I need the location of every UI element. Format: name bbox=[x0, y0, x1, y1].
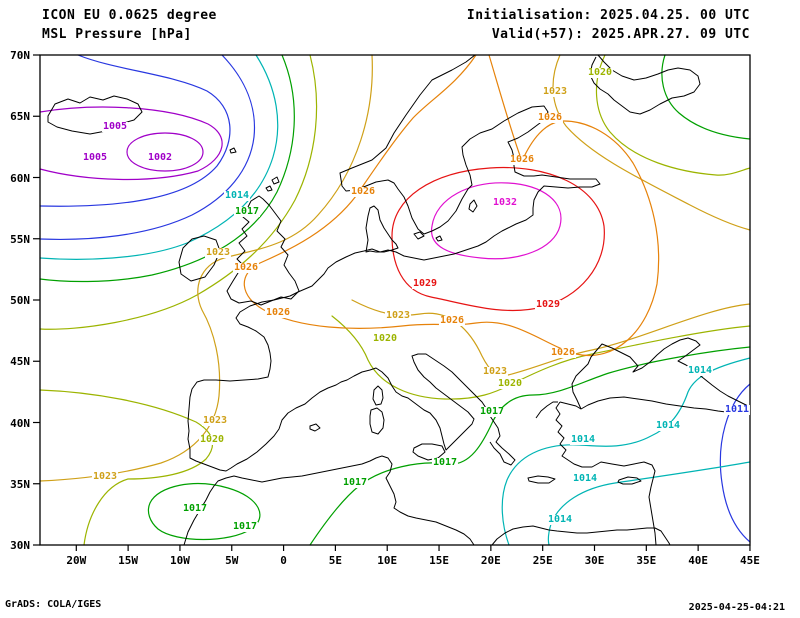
contour-label-1014: 1014 bbox=[654, 420, 682, 431]
contour-label-1023: 1023 bbox=[91, 471, 119, 482]
lon-tick-label: 25E bbox=[532, 554, 553, 567]
contour-label-1017: 1017 bbox=[231, 521, 259, 532]
contour-label-1005: 1005 bbox=[101, 121, 129, 132]
coast-north-africa-west bbox=[183, 455, 475, 546]
isobar-1023 bbox=[552, 54, 751, 231]
contour-label-1023: 1023 bbox=[481, 366, 509, 377]
isobar-1014 bbox=[501, 357, 751, 546]
lon-tick-label: 20E bbox=[480, 554, 501, 567]
isobar-1032 bbox=[431, 182, 562, 260]
contour-label-1014: 1014 bbox=[223, 190, 251, 201]
isobar-1020 bbox=[331, 315, 751, 400]
creation-timestamp: 2025-04-25-04:21 bbox=[688, 602, 785, 613]
contour-label-1023: 1023 bbox=[201, 415, 229, 426]
contour-label-1026: 1026 bbox=[232, 262, 260, 273]
isobar-1008 bbox=[39, 54, 231, 207]
lat-tick-label: 40N bbox=[10, 416, 30, 430]
lon-tick-label: 20W bbox=[66, 554, 87, 567]
contour-label-1023: 1023 bbox=[204, 247, 232, 258]
isobar-1017 bbox=[661, 54, 751, 140]
contour-label-1032: 1032 bbox=[491, 197, 519, 208]
contour-label-1020: 1020 bbox=[371, 333, 399, 344]
contour-label-1026: 1026 bbox=[438, 315, 466, 326]
lon-tick-label: 15W bbox=[118, 554, 139, 567]
isobar-lines bbox=[39, 54, 751, 546]
contour-label-1029: 1029 bbox=[534, 299, 562, 310]
contour-label-1020: 1020 bbox=[586, 67, 614, 78]
isobar-1002 bbox=[126, 132, 204, 172]
lon-tick-label: 5E bbox=[328, 554, 343, 567]
contour-label-1026: 1026 bbox=[536, 112, 564, 123]
isobar-1020 bbox=[595, 54, 751, 176]
contour-label-1005: 1005 bbox=[81, 152, 109, 163]
lon-tick-label: 15E bbox=[429, 554, 449, 567]
lat-tick-label: 30N bbox=[10, 539, 30, 552]
lat-tick-label: 65N bbox=[10, 110, 30, 124]
isobar-1020 bbox=[39, 389, 214, 546]
lon-tick-label: 5W bbox=[225, 554, 239, 567]
contour-label-1020: 1020 bbox=[198, 434, 226, 445]
lon-tick-label: 45E bbox=[740, 554, 760, 567]
lat-tick-label: 70N bbox=[10, 49, 30, 62]
contour-label-1026: 1026 bbox=[264, 307, 292, 318]
lat-tick-label: 45N bbox=[10, 355, 30, 369]
isobar-1023 bbox=[39, 54, 373, 482]
contour-label-1017: 1017 bbox=[478, 406, 506, 417]
contour-label-1023: 1023 bbox=[384, 310, 412, 321]
lat-tick-label: 55N bbox=[10, 232, 30, 246]
coast-kola-white-sea bbox=[589, 54, 701, 115]
coast-iceland bbox=[47, 95, 143, 135]
isobar-1020 bbox=[39, 54, 318, 330]
contour-label-1014: 1014 bbox=[571, 473, 599, 484]
coastlines bbox=[47, 54, 751, 546]
lon-tick-label: 10E bbox=[377, 554, 398, 567]
lon-tick-label: 30E bbox=[584, 554, 605, 567]
contour-label-1029: 1029 bbox=[411, 278, 439, 289]
contour-label-1011: 1011 bbox=[723, 404, 751, 415]
map-frame bbox=[39, 54, 751, 546]
coast-great-britain bbox=[226, 147, 300, 306]
coast-ireland bbox=[178, 235, 221, 282]
lon-tick-label: 10W bbox=[170, 554, 190, 567]
lon-tick-label: 0 bbox=[280, 554, 287, 567]
isobar-1029 bbox=[391, 166, 605, 312]
coast-north-africa-east bbox=[491, 525, 671, 546]
isobar-1005 bbox=[39, 106, 223, 181]
valid-time: Valid(+57): 2025.APR.27. 09 UTC bbox=[491, 27, 750, 42]
contour-label-1014: 1014 bbox=[686, 365, 714, 376]
coast-islands bbox=[309, 199, 642, 485]
contour-label-1026: 1026 bbox=[549, 347, 577, 358]
axis-ticks bbox=[33, 54, 751, 551]
coast-denmark bbox=[365, 205, 399, 253]
contour-label-1014: 1014 bbox=[546, 514, 574, 525]
coast-aegean-levant bbox=[535, 401, 657, 546]
coast-turkey-north bbox=[559, 396, 751, 415]
grads-credit: GrADS: COLA/IGES bbox=[5, 599, 102, 610]
lon-tick-label: 40E bbox=[688, 554, 709, 567]
contour-label-1017: 1017 bbox=[431, 457, 459, 468]
contour-label-1020: 1020 bbox=[496, 378, 524, 389]
lat-tick-label: 35N bbox=[10, 477, 30, 491]
isobar-1014 bbox=[547, 461, 751, 546]
contour-label-1026: 1026 bbox=[508, 154, 536, 165]
contour-label-1014: 1014 bbox=[569, 434, 597, 445]
isobar-1017 bbox=[309, 346, 751, 546]
contour-label-1017: 1017 bbox=[233, 206, 261, 217]
init-time: Initialisation: 2025.04.25. 00 UTC bbox=[466, 8, 750, 23]
contour-label-1002: 1002 bbox=[146, 152, 174, 163]
field-title: MSL Pressure [hPa] bbox=[42, 27, 192, 42]
model-title: ICON EU 0.0625 degree bbox=[42, 8, 217, 23]
lat-tick-label: 60N bbox=[10, 171, 30, 185]
lat-tick-label: 50N bbox=[10, 294, 30, 307]
contour-label-1017: 1017 bbox=[181, 503, 209, 514]
isobar-1011 bbox=[719, 383, 751, 543]
contour-label-1023: 1023 bbox=[541, 86, 569, 97]
coast-black-sea bbox=[571, 337, 751, 410]
lon-tick-label: 35E bbox=[636, 554, 657, 567]
coast-mainland-europe bbox=[187, 54, 601, 472]
contour-label-1017: 1017 bbox=[341, 477, 369, 488]
isobar-1017 bbox=[39, 54, 295, 283]
contour-label-1026: 1026 bbox=[349, 186, 377, 197]
